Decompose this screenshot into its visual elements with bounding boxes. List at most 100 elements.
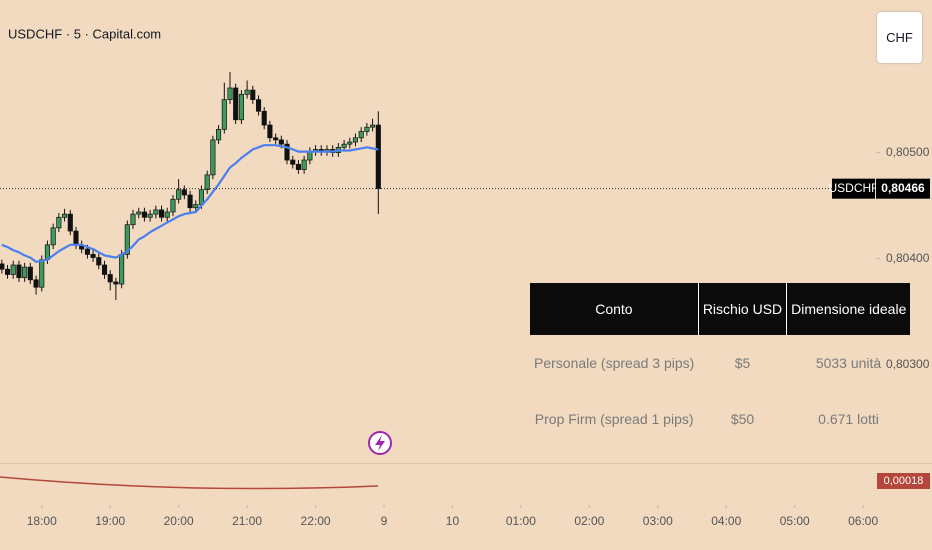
candle-body: [124, 224, 130, 255]
candle-body: [273, 137, 279, 141]
cell: 5033 unità: [815, 355, 882, 371]
candle-body: [227, 87, 233, 100]
x-tick-label: 05:00: [780, 514, 810, 528]
candle-body: [370, 124, 376, 128]
candle-body: [22, 266, 28, 279]
candle-body: [50, 227, 56, 246]
cell: Personale (spread 3 pips): [534, 355, 695, 371]
currency-button[interactable]: CHF: [877, 12, 922, 63]
cell: 0.671 lotti: [818, 411, 879, 427]
x-tick-label: 19:00: [95, 514, 125, 528]
x-tick-label: 22:00: [301, 514, 331, 528]
table-header: Conto Rischio USD Dimensione ideale: [530, 283, 911, 335]
candle-body: [341, 143, 347, 148]
candle-body: [267, 124, 273, 139]
candle-body: [90, 254, 96, 258]
header-cell: Conto: [530, 283, 699, 335]
candle-body: [284, 143, 290, 161]
x-tick-label: 06:00: [848, 514, 878, 528]
candle-body: [375, 124, 381, 190]
candle-body: [358, 131, 364, 139]
candle-body: [170, 198, 176, 213]
position-table: Conto Rischio USD Dimensione ideale Pers…: [530, 283, 911, 447]
candle-body: [33, 279, 39, 288]
candle-body: [4, 268, 11, 275]
candle-body: [181, 189, 187, 196]
candle-body: [301, 159, 307, 170]
candle-body: [16, 264, 22, 279]
candle-body: [164, 211, 170, 218]
x-tick-label: 18:00: [27, 514, 57, 528]
candle-body: [216, 128, 222, 141]
candle-body: [84, 248, 90, 255]
candle-body: [295, 163, 301, 170]
candle-body: [141, 211, 147, 218]
candle-body: [261, 110, 267, 126]
cell: $5: [734, 355, 751, 371]
candle-body: [61, 213, 68, 218]
y-tick-label: 0,80300: [886, 357, 930, 371]
candle-body: [119, 254, 125, 285]
candle-body: [0, 263, 5, 270]
header-cell: Rischio USD: [697, 283, 787, 335]
x-tick-label: 04:00: [711, 514, 741, 528]
candle-body: [278, 139, 284, 145]
candle-body: [244, 89, 250, 95]
candle-body: [67, 213, 73, 232]
cell: $50: [730, 411, 755, 427]
candle-body: [352, 137, 359, 143]
candle-body: [158, 209, 165, 218]
x-tick-label: 10: [446, 514, 460, 528]
indicator-line: [0, 476, 379, 490]
candle-body: [136, 211, 142, 215]
candle-body: [250, 89, 256, 100]
candle-body: [56, 216, 62, 229]
last-price-box: [876, 178, 930, 199]
table-row: Personale (spread 3 pips) $5 5033 unità: [530, 335, 910, 391]
last-price-label: 0,80466: [881, 181, 925, 195]
symbol-tag: USDCHF: [829, 181, 879, 195]
candle-body: [73, 230, 79, 246]
candle-body: [176, 189, 182, 200]
x-tick-label: 9: [381, 514, 388, 528]
event-icon[interactable]: [368, 431, 392, 455]
candle-body: [347, 141, 353, 145]
x-tick-label: 20:00: [164, 514, 194, 528]
event-bolt[interactable]: [375, 435, 385, 451]
x-tick-label: 21:00: [232, 514, 262, 528]
candle-body: [193, 204, 199, 209]
candle-body: [221, 99, 227, 130]
candle-body: [290, 159, 296, 165]
indicator-tag-box: [877, 473, 930, 489]
candle-body: [39, 259, 45, 288]
candle-body: [130, 213, 136, 226]
candle-body: [307, 151, 313, 161]
candle-body: [187, 194, 193, 209]
x-tick-label: 03:00: [643, 514, 673, 528]
y-tick-label: 0,80400: [886, 251, 930, 265]
candle-body: [27, 266, 33, 281]
candle-body: [107, 274, 113, 283]
header-cell: Dimensione ideale: [786, 283, 911, 335]
chart-title: USDCHF · 5 · Capital.com: [8, 26, 161, 41]
candle-body: [364, 126, 370, 132]
table-row: Prop Firm (spread 1 pips) $50 0.671 lott…: [530, 391, 910, 447]
candle-body: [210, 139, 216, 176]
candle-body: [233, 87, 239, 121]
candle-body: [204, 174, 210, 191]
indicator-tag: 0,00018: [884, 475, 924, 487]
candle-body: [101, 264, 108, 275]
cell: Prop Firm (spread 1 pips): [534, 411, 694, 427]
candle-body: [153, 209, 159, 215]
candle-body: [147, 213, 153, 218]
candle-body: [10, 264, 16, 275]
x-tick-label: 02:00: [574, 514, 604, 528]
candle-body: [113, 281, 119, 285]
candle-body: [255, 99, 262, 112]
ma-line: [1, 144, 379, 263]
candle-body: [238, 93, 244, 121]
candle-body: [96, 257, 102, 266]
